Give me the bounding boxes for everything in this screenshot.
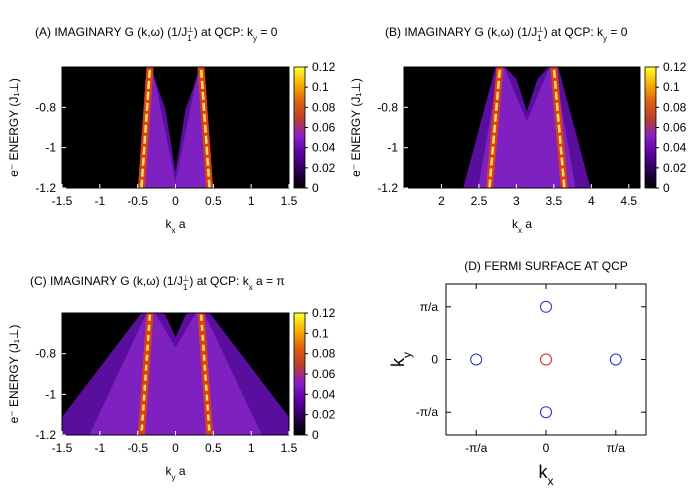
colorbar-tick-label: 0.02 [312,161,336,175]
colorbar-tick-label: 0.04 [312,387,336,401]
dispersion-branch [550,67,568,188]
dispersion-branch [137,67,154,188]
y-axis-label: e⁻ ENERGY (J₁⊥) [7,78,21,177]
x-tick-label: 1 [248,194,255,208]
panel-title: (B) IMAGINARY G (k,ω) (1/J1⊥) at QCP: ky… [385,25,628,43]
colorbar-tick-label: 0.1 [663,80,680,94]
plot-frame [403,66,641,189]
x-tick-label: 3.5 [545,194,562,208]
x-tick-label: -0.5 [127,194,148,208]
fermi-point [609,353,622,366]
x-axis-label: kx a [165,217,185,235]
dispersion-branch [485,67,504,188]
colorbar-gradient [293,66,306,189]
spectral-region [137,67,214,188]
dispersion-peak [199,313,211,435]
x-tick-label: 0.5 [205,441,222,455]
heatmap-panel-a: (A) IMAGINARY G (k,ω) (1/J1⊥) at QCP: ky… [7,25,336,235]
colorbar-tick-label: 0.12 [663,60,687,74]
x-tick-label: -1.5 [52,441,73,455]
x-tick-label: 2.5 [471,194,488,208]
y-tick-label: -π/a [416,405,439,419]
colorbar-tick-label: 0 [663,181,670,195]
colorbar-tick-label: 0.06 [312,121,336,135]
colorbar: 0 0.02 0.04 0.06 0.08 0.1 0.12 [644,60,687,195]
colorbar-tick-label: 0.06 [312,367,336,381]
x-tick-label: -0.5 [127,441,148,455]
colorbar-gradient [293,312,306,436]
continuum-core [89,313,262,435]
x-tick-label: 1 [248,441,255,455]
y-tick-label: π/a [420,300,439,314]
colorbar-tick-label: 0.08 [312,347,336,361]
y-tick-label: -0.8 [35,347,56,361]
x-tick-label: 1.5 [281,441,298,455]
x-tick-label: -1.5 [52,194,73,208]
colorbar-gradient [644,66,657,189]
colorbar-tick-label: 0.04 [663,141,687,155]
y-tick-label: -1 [45,387,56,401]
heatmap-panel-b: (B) IMAGINARY G (k,ω) (1/J1⊥) at QCP: ky… [349,25,687,235]
x-tick-label: -1 [94,194,105,208]
colorbar-tick-label: 0 [312,428,319,442]
y-tick-label: -1 [387,141,398,155]
x-tick-label: -π/a [465,441,488,455]
y-tick-label: -1.2 [35,181,56,195]
x-tick-label: 0 [172,441,179,455]
x-tick-label: 4 [588,194,595,208]
x-tick-label: -1 [94,441,105,455]
x-axis-label: kx [539,462,554,488]
fermi-point [540,353,552,366]
colorbar-tick-label: 0.08 [312,100,336,114]
x-tick-label: 1.5 [281,194,298,208]
colorbar-tick-label: 0.06 [663,121,687,135]
y-axis-label: ky [388,352,414,367]
x-tick-label: 2 [438,194,445,208]
x-tick-label: 0 [543,441,550,455]
colorbar-tick-label: 0.1 [312,326,329,340]
spectral-region [62,313,289,435]
y-tick-label: -1 [45,141,56,155]
panel-title: (C) IMAGINARY G (k,ω) (1/J1⊥) at QCP: kx… [30,274,285,292]
heatmap-panel-c: (C) IMAGINARY G (k,ω) (1/J1⊥) at QCP: kx… [7,274,336,482]
colorbar-tick-label: 0.08 [663,100,687,114]
y-tick-label: -1.2 [377,181,398,195]
x-tick-label: π/a [607,441,626,455]
plot-frame [445,283,647,436]
spectral-region [463,67,591,188]
colorbar-tick-label: 0.04 [312,141,336,155]
colorbar-tick-label: 0.02 [312,408,336,422]
dispersion-peak [140,313,152,435]
colorbar-tick-label: 0.02 [663,161,687,175]
x-tick-label: 0 [172,194,179,208]
colorbar-tick-label: 0.12 [312,60,336,74]
continuum-core [143,67,208,188]
y-tick-label: -1.2 [35,428,56,442]
fermi-surface-panel: (D) FERMI SURFACE AT QCP -π/a 0 π/a π/a 0 -π/a… [388,259,647,488]
x-axis-label: ky a [165,464,185,482]
y-axis-label: e⁻ ENERGY (J₁⊥) [7,325,21,424]
continuum-core [478,67,576,188]
fermi-point [540,300,552,313]
heatmap-background [62,67,289,188]
y-tick-label: -0.8 [35,100,56,114]
x-tick-label: 4.5 [620,194,637,208]
colorbar: 0 0.02 0.04 0.06 0.08 0.1 0.12 [293,306,336,442]
colorbar-tick-label: 0.12 [312,306,336,320]
fermi-point [470,353,483,366]
x-tick-label: 3 [513,194,520,208]
y-axis-label: e⁻ ENERGY (J₁⊥) [349,78,363,177]
x-axis-label: kx a [512,217,532,235]
colorbar: 0 0.02 0.04 0.06 0.08 0.1 0.12 [293,60,336,195]
x-tick-label: 0.5 [205,194,222,208]
dispersion-branch [197,67,214,188]
y-tick-label: 0 [431,353,438,367]
panel-title: (D) FERMI SURFACE AT QCP [464,259,628,273]
panel-title: (A) IMAGINARY G (k,ω) (1/J1⊥) at QCP: ky… [35,25,278,43]
colorbar-tick-label: 0 [312,181,319,195]
colorbar-tick-label: 0.1 [312,80,329,94]
fermi-point [540,406,552,419]
y-tick-label: -0.8 [377,100,398,114]
